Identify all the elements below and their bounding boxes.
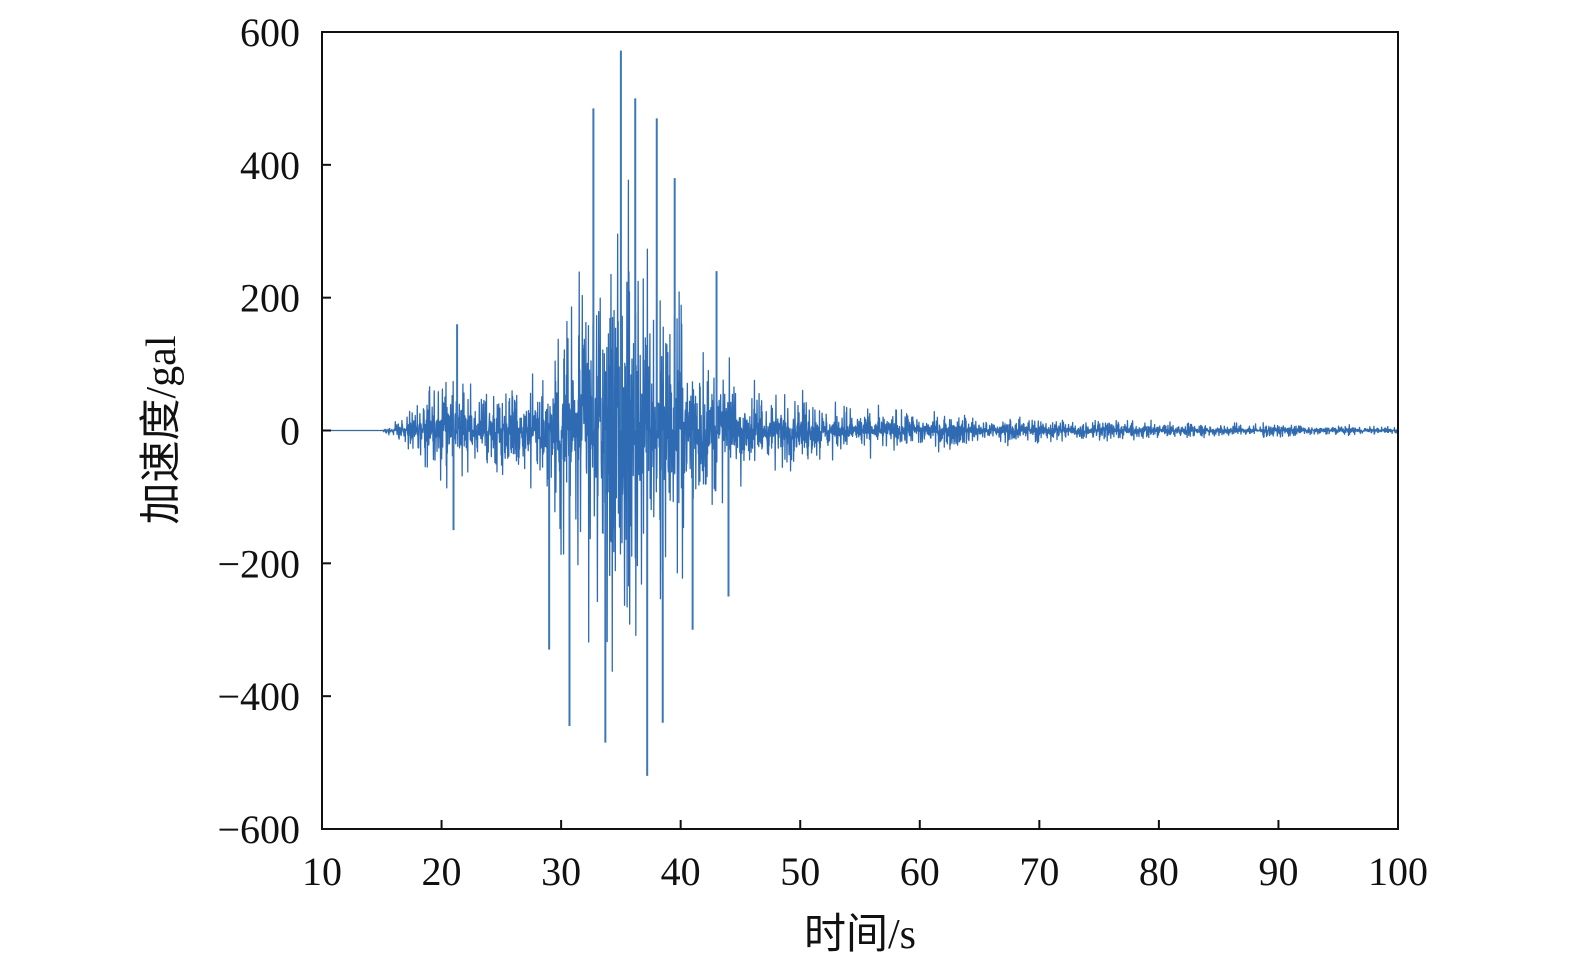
y-axis: 600 400 200 0 −200 −400 −600 — [217, 10, 331, 852]
x-tick-label: 60 — [900, 849, 940, 894]
y-tick-label: 200 — [240, 276, 300, 321]
x-tick-label: 10 — [302, 849, 342, 894]
signal-layer — [321, 179, 1399, 672]
y-tick-label: −400 — [217, 674, 300, 719]
x-tick-label: 50 — [780, 849, 820, 894]
y-tick-label: −600 — [217, 807, 300, 852]
x-tick-label: 20 — [422, 849, 462, 894]
series-line — [321, 179, 1399, 672]
peak-layer — [452, 50, 730, 776]
y-tick-label: 600 — [240, 10, 300, 55]
y-tick-label: 400 — [240, 143, 300, 188]
x-tick-label: 80 — [1139, 849, 1179, 894]
x-tick-label: 70 — [1019, 849, 1059, 894]
y-axis-label: 加速度/gal — [139, 336, 185, 525]
x-tick-label: 40 — [661, 849, 701, 894]
x-tick-label: 30 — [541, 849, 581, 894]
x-tick-label: 100 — [1368, 849, 1428, 894]
y-tick-label: −200 — [217, 541, 300, 586]
x-axis: 10 20 30 40 50 60 70 80 90 100 — [302, 820, 1428, 894]
x-axis-label: 时间/s — [804, 912, 916, 958]
x-tick-label: 90 — [1258, 849, 1298, 894]
y-tick-label: 0 — [280, 409, 300, 454]
